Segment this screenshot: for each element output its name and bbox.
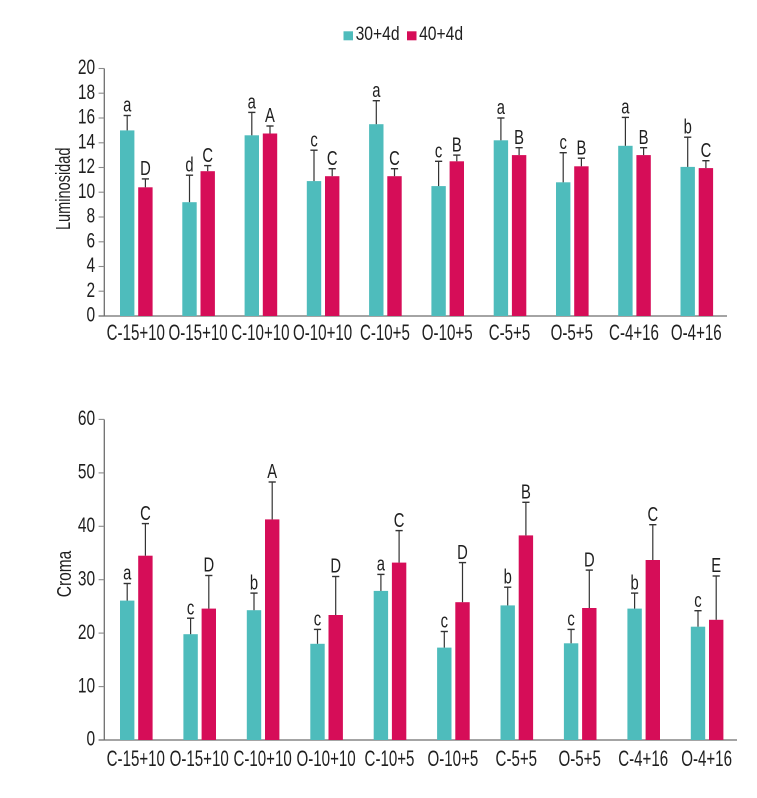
svg-text:B: B — [639, 126, 649, 149]
svg-text:c: c — [694, 589, 701, 612]
svg-text:A: A — [267, 460, 277, 483]
svg-text:C: C — [701, 139, 712, 162]
svg-text:O-10+5: O-10+5 — [428, 746, 479, 771]
svg-text:O-5+5: O-5+5 — [559, 746, 601, 771]
svg-text:b: b — [250, 571, 258, 594]
svg-text:20: 20 — [78, 56, 95, 79]
svg-text:d: d — [185, 153, 193, 176]
svg-text:c: c — [310, 128, 317, 151]
svg-text:40: 40 — [78, 514, 95, 537]
svg-text:12: 12 — [78, 155, 95, 178]
svg-text:C-10+10: C-10+10 — [233, 746, 291, 771]
svg-text:O-10+10: O-10+10 — [293, 320, 352, 345]
svg-text:D: D — [140, 157, 151, 180]
svg-text:C-10+5: C-10+5 — [360, 320, 410, 345]
svg-text:E: E — [711, 554, 721, 577]
svg-text:14: 14 — [78, 130, 95, 153]
svg-text:C-10+5: C-10+5 — [365, 746, 415, 771]
svg-text:c: c — [435, 139, 442, 162]
svg-text:Luminosidad: Luminosidad — [52, 148, 75, 231]
svg-text:A: A — [265, 104, 275, 127]
svg-text:O-4+16: O-4+16 — [671, 320, 722, 345]
svg-text:10: 10 — [78, 674, 95, 697]
svg-text:C: C — [394, 508, 405, 531]
svg-text:a: a — [123, 561, 131, 584]
svg-text:40+4d: 40+4d — [419, 24, 463, 45]
svg-text:D: D — [203, 553, 214, 576]
svg-text:a: a — [123, 93, 131, 116]
svg-text:c: c — [567, 607, 574, 630]
svg-text:C-5+5: C-5+5 — [489, 320, 531, 345]
svg-text:C-10+10: C-10+10 — [231, 320, 289, 345]
svg-text:C-15+10: C-15+10 — [107, 746, 165, 771]
svg-text:Croma: Croma — [53, 550, 76, 597]
svg-text:O-4+16: O-4+16 — [681, 746, 732, 771]
svg-text:c: c — [314, 607, 321, 630]
svg-text:C: C — [202, 143, 213, 166]
svg-text:C-4+16: C-4+16 — [618, 746, 668, 771]
svg-text:O-10+10: O-10+10 — [297, 746, 356, 771]
svg-text:O-5+5: O-5+5 — [551, 320, 593, 345]
svg-text:O-15+10: O-15+10 — [170, 746, 229, 771]
svg-text:50: 50 — [78, 461, 95, 484]
svg-text:C: C — [140, 501, 151, 524]
svg-text:a: a — [377, 552, 385, 575]
svg-text:B: B — [521, 480, 531, 503]
svg-text:C-15+10: C-15+10 — [107, 320, 165, 345]
svg-text:B: B — [514, 126, 524, 149]
svg-text:D: D — [584, 548, 595, 571]
svg-text:C-5+5: C-5+5 — [496, 746, 538, 771]
svg-text:D: D — [457, 540, 468, 563]
svg-text:c: c — [441, 609, 448, 632]
svg-text:8: 8 — [87, 205, 96, 228]
svg-text:20: 20 — [78, 621, 95, 644]
svg-text:a: a — [372, 79, 380, 102]
svg-text:B: B — [452, 133, 462, 156]
svg-text:C: C — [389, 147, 400, 170]
svg-text:B: B — [576, 136, 586, 159]
svg-text:O-15+10: O-15+10 — [169, 320, 228, 345]
svg-text:60: 60 — [78, 407, 95, 430]
svg-text:30+4d: 30+4d — [356, 24, 400, 45]
svg-text:0: 0 — [87, 304, 96, 327]
svg-text:2: 2 — [87, 279, 96, 302]
svg-text:O-10+5: O-10+5 — [422, 320, 473, 345]
svg-text:C-4+16: C-4+16 — [609, 320, 659, 345]
svg-text:c: c — [187, 596, 194, 619]
svg-text:4: 4 — [87, 254, 96, 277]
svg-text:c: c — [559, 130, 566, 153]
svg-text:C: C — [327, 147, 338, 170]
svg-text:18: 18 — [78, 81, 95, 104]
svg-text:D: D — [330, 554, 341, 577]
svg-text:b: b — [630, 571, 638, 594]
svg-text:30: 30 — [78, 567, 95, 590]
svg-text:6: 6 — [87, 229, 96, 252]
svg-text:b: b — [504, 565, 512, 588]
svg-text:16: 16 — [78, 106, 95, 129]
svg-text:10: 10 — [78, 180, 95, 203]
svg-text:b: b — [684, 115, 692, 138]
svg-text:C: C — [647, 503, 658, 526]
svg-text:a: a — [248, 90, 256, 113]
svg-text:a: a — [621, 95, 629, 118]
svg-text:0: 0 — [87, 728, 96, 751]
svg-text:a: a — [497, 96, 505, 119]
